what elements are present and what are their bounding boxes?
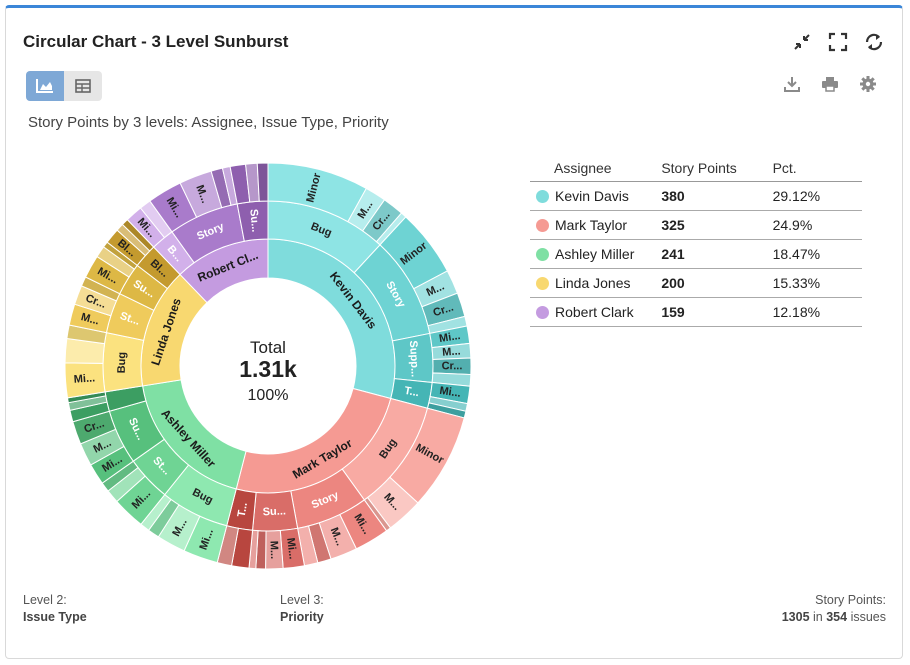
- legend-assignee: Robert Clark: [530, 304, 659, 320]
- legend-points: 325: [661, 217, 685, 233]
- story-points-in: in: [809, 610, 827, 624]
- legend-assignee: Linda Jones: [530, 275, 659, 291]
- legend-pct: 24.9%: [772, 217, 813, 233]
- segment-linda-jones-story-minor-label: M...: [80, 311, 101, 327]
- widget-title: Circular Chart - 3 Level Sunburst: [23, 32, 289, 51]
- legend-points: 241: [661, 246, 685, 262]
- table-view-icon[interactable]: [64, 71, 102, 101]
- chart-subtitle: Story Points by 3 levels: Assignee, Issu…: [28, 114, 389, 131]
- center-pct: 100%: [248, 387, 289, 404]
- legend-assignee-name: Mark Taylor: [555, 217, 628, 233]
- header-icons: [790, 30, 886, 54]
- legend-color-dot: [536, 218, 549, 232]
- segment-kevin-davis-support-critical-label: Cr...: [442, 360, 463, 372]
- story-points-summary: 1305 in 354 issues: [782, 609, 886, 626]
- segment-kevin-davis-support-major-label: M...: [442, 345, 461, 358]
- segment-kevin-davis-task-minor-label: Mi...: [439, 385, 462, 400]
- story-points-issues: 354: [826, 610, 848, 624]
- tool-icons: [782, 74, 878, 94]
- legend-rows: Kevin Davis 380 29.12% Mark Taylor 325 24.9% A…: [530, 182, 862, 327]
- segment-kevin-davis-support-minor-label: Mi...: [438, 330, 461, 345]
- level3-value: Priority: [280, 610, 324, 624]
- segment-robert-clark-support-label: Su...: [247, 209, 261, 233]
- footer-story-points: Story Points: 1305 in 354 issues: [782, 592, 886, 626]
- legend-assignee-name: Kevin Davis: [555, 188, 629, 204]
- segment-mark-taylor-task-label: T...: [236, 502, 250, 519]
- legend-header-points: Story Points: [661, 160, 737, 176]
- legend-assignee-name: Linda Jones: [555, 275, 631, 291]
- legend-color-dot: [536, 247, 549, 261]
- legend-header-assignee: Assignee: [554, 160, 612, 176]
- segment-mark-taylor-support-minor-label: Mi...: [284, 537, 299, 560]
- center-value: 1.31k: [239, 356, 297, 382]
- legend-row[interactable]: Linda Jones 200 15.33%: [530, 269, 862, 298]
- legend-assignee-name: Robert Clark: [555, 304, 634, 320]
- print-icon[interactable]: [820, 74, 840, 94]
- legend-row[interactable]: Kevin Davis 380 29.12%: [530, 182, 862, 211]
- legend-header-pct: Pct.: [772, 160, 797, 176]
- legend-assignee: Ashley Miller: [530, 246, 659, 262]
- legend-assignee-name: Ashley Miller: [555, 246, 635, 262]
- segment-linda-jones-bug-label: Bug: [116, 352, 128, 374]
- legend-points: 200: [661, 275, 685, 291]
- sunburst-rings: Kevin DavisBugMinorM...Cr...StoryMinorM.…: [64, 162, 472, 570]
- view-toggle: [26, 71, 102, 101]
- legend-row[interactable]: Mark Taylor 325 24.9%: [530, 211, 862, 240]
- legend-color-dot: [536, 276, 549, 290]
- segment-kevin-davis-story-critical-label: Cr...: [432, 302, 455, 320]
- footer-level2: Level 2: Issue Type: [23, 592, 87, 626]
- legend-color-dot: [536, 189, 549, 203]
- story-points-total: 1305: [781, 610, 810, 624]
- chart-center: Total 1.31k 100%: [239, 338, 297, 404]
- legend-pct: 15.33%: [772, 275, 821, 291]
- legend-row[interactable]: Ashley Miller 241 18.47%: [530, 240, 862, 269]
- story-points-issues-word: issues: [847, 610, 886, 624]
- refresh-icon[interactable]: [862, 30, 886, 54]
- segment-mark-taylor-support-major-label: M...: [267, 541, 280, 560]
- level3-label: Level 3:: [280, 593, 324, 607]
- legend-header: Assignee Story Points Pct.: [530, 155, 862, 182]
- legend-color-dot: [536, 305, 549, 319]
- segment-mark-taylor-support-label: Su...: [262, 505, 286, 518]
- footer-level3: Level 3: Priority: [280, 592, 324, 626]
- segment-kevin-davis-support-label: Supp...: [407, 340, 421, 377]
- center-title: Total: [250, 338, 286, 357]
- legend-pct: 12.18%: [772, 304, 821, 320]
- legend-points: 380: [661, 188, 685, 204]
- level2-label: Level 2:: [23, 593, 67, 607]
- chart-view-icon[interactable]: [26, 71, 64, 101]
- settings-icon[interactable]: [858, 74, 878, 94]
- legend-pct: 18.47%: [772, 246, 821, 262]
- story-points-label: Story Points:: [815, 593, 886, 607]
- legend-assignee: Mark Taylor: [530, 217, 659, 233]
- collapse-icon[interactable]: [790, 30, 814, 54]
- legend-pct: 29.12%: [772, 188, 821, 204]
- segment-kevin-davis-task-label: T...: [403, 385, 420, 399]
- legend-points: 159: [661, 304, 685, 320]
- fullscreen-icon[interactable]: [826, 30, 850, 54]
- segment-linda-jones-bug-minor-label: Mi...: [73, 372, 95, 385]
- download-icon[interactable]: [782, 74, 802, 94]
- legend-assignee: Kevin Davis: [530, 188, 659, 204]
- legend-row[interactable]: Robert Clark 159 12.18%: [530, 298, 862, 327]
- segment-robert-clark-support-critical[interactable]: [256, 162, 269, 202]
- legend-table: Assignee Story Points Pct. Kevin Davis 38…: [530, 155, 862, 327]
- level2-value: Issue Type: [23, 610, 87, 624]
